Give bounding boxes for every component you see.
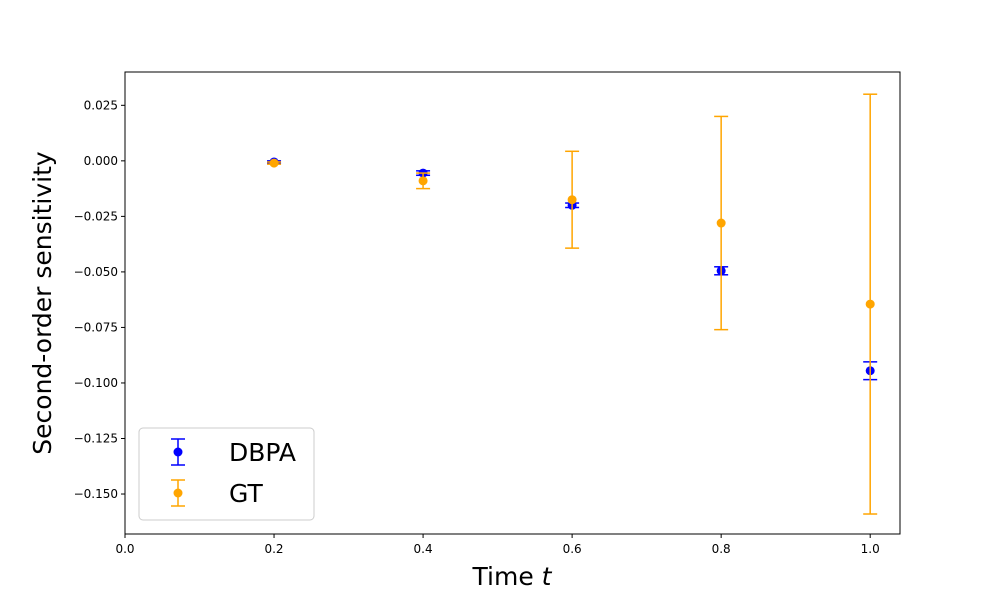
legend: DBPA GT [138, 427, 315, 521]
legend-frame [138, 427, 315, 521]
x-tick-label: 0.0 [115, 542, 134, 556]
y-axis-title: Second-order sensitivity [28, 151, 57, 455]
y-tick-label: 0.000 [84, 154, 118, 168]
y-tick-label: −0.125 [74, 431, 118, 445]
y-tick-label: −0.100 [74, 376, 118, 390]
x-axis-variable: t [542, 562, 553, 591]
x-tick-label: 0.2 [264, 542, 283, 556]
legend-dbpa-label: DBPA [229, 438, 296, 467]
y-tick-label: 0.025 [84, 98, 118, 112]
legend-gt-label: GT [229, 479, 263, 508]
plot-marks [267, 93, 878, 515]
y-tick-label: −0.050 [74, 265, 118, 279]
gt-point [269, 158, 279, 168]
x-tick-label: 0.4 [414, 542, 433, 556]
y-tick-label: −0.150 [74, 487, 118, 501]
gt-point [418, 176, 428, 186]
legend-gt-marker [173, 488, 183, 498]
legend-dbpa-marker [173, 447, 183, 457]
gt-point [716, 218, 726, 228]
x-axis-title-text: Time [472, 562, 534, 591]
legend-item-gt: GT [171, 479, 263, 508]
x-tick-label: 1.0 [861, 542, 880, 556]
y-tick-label: −0.025 [74, 209, 118, 223]
series-gt [267, 93, 878, 515]
x-tick-label: 0.6 [563, 542, 582, 556]
x-tick-label: 0.8 [712, 542, 731, 556]
y-tick-label: −0.075 [74, 320, 118, 334]
gt-point [567, 195, 577, 205]
x-axis-title: Time t [472, 562, 553, 591]
legend-entries: DBPA GT [171, 438, 296, 508]
gt-point [865, 299, 875, 309]
x-axis: 0.0 0.2 0.4 0.6 0.8 1.0 [115, 534, 880, 556]
y-axis: 0.025 0.000 −0.025 −0.050 −0.075 −0.100 −0.125… [74, 98, 125, 501]
plot-frame [124, 71, 901, 535]
legend-item-dbpa: DBPA [171, 438, 296, 467]
